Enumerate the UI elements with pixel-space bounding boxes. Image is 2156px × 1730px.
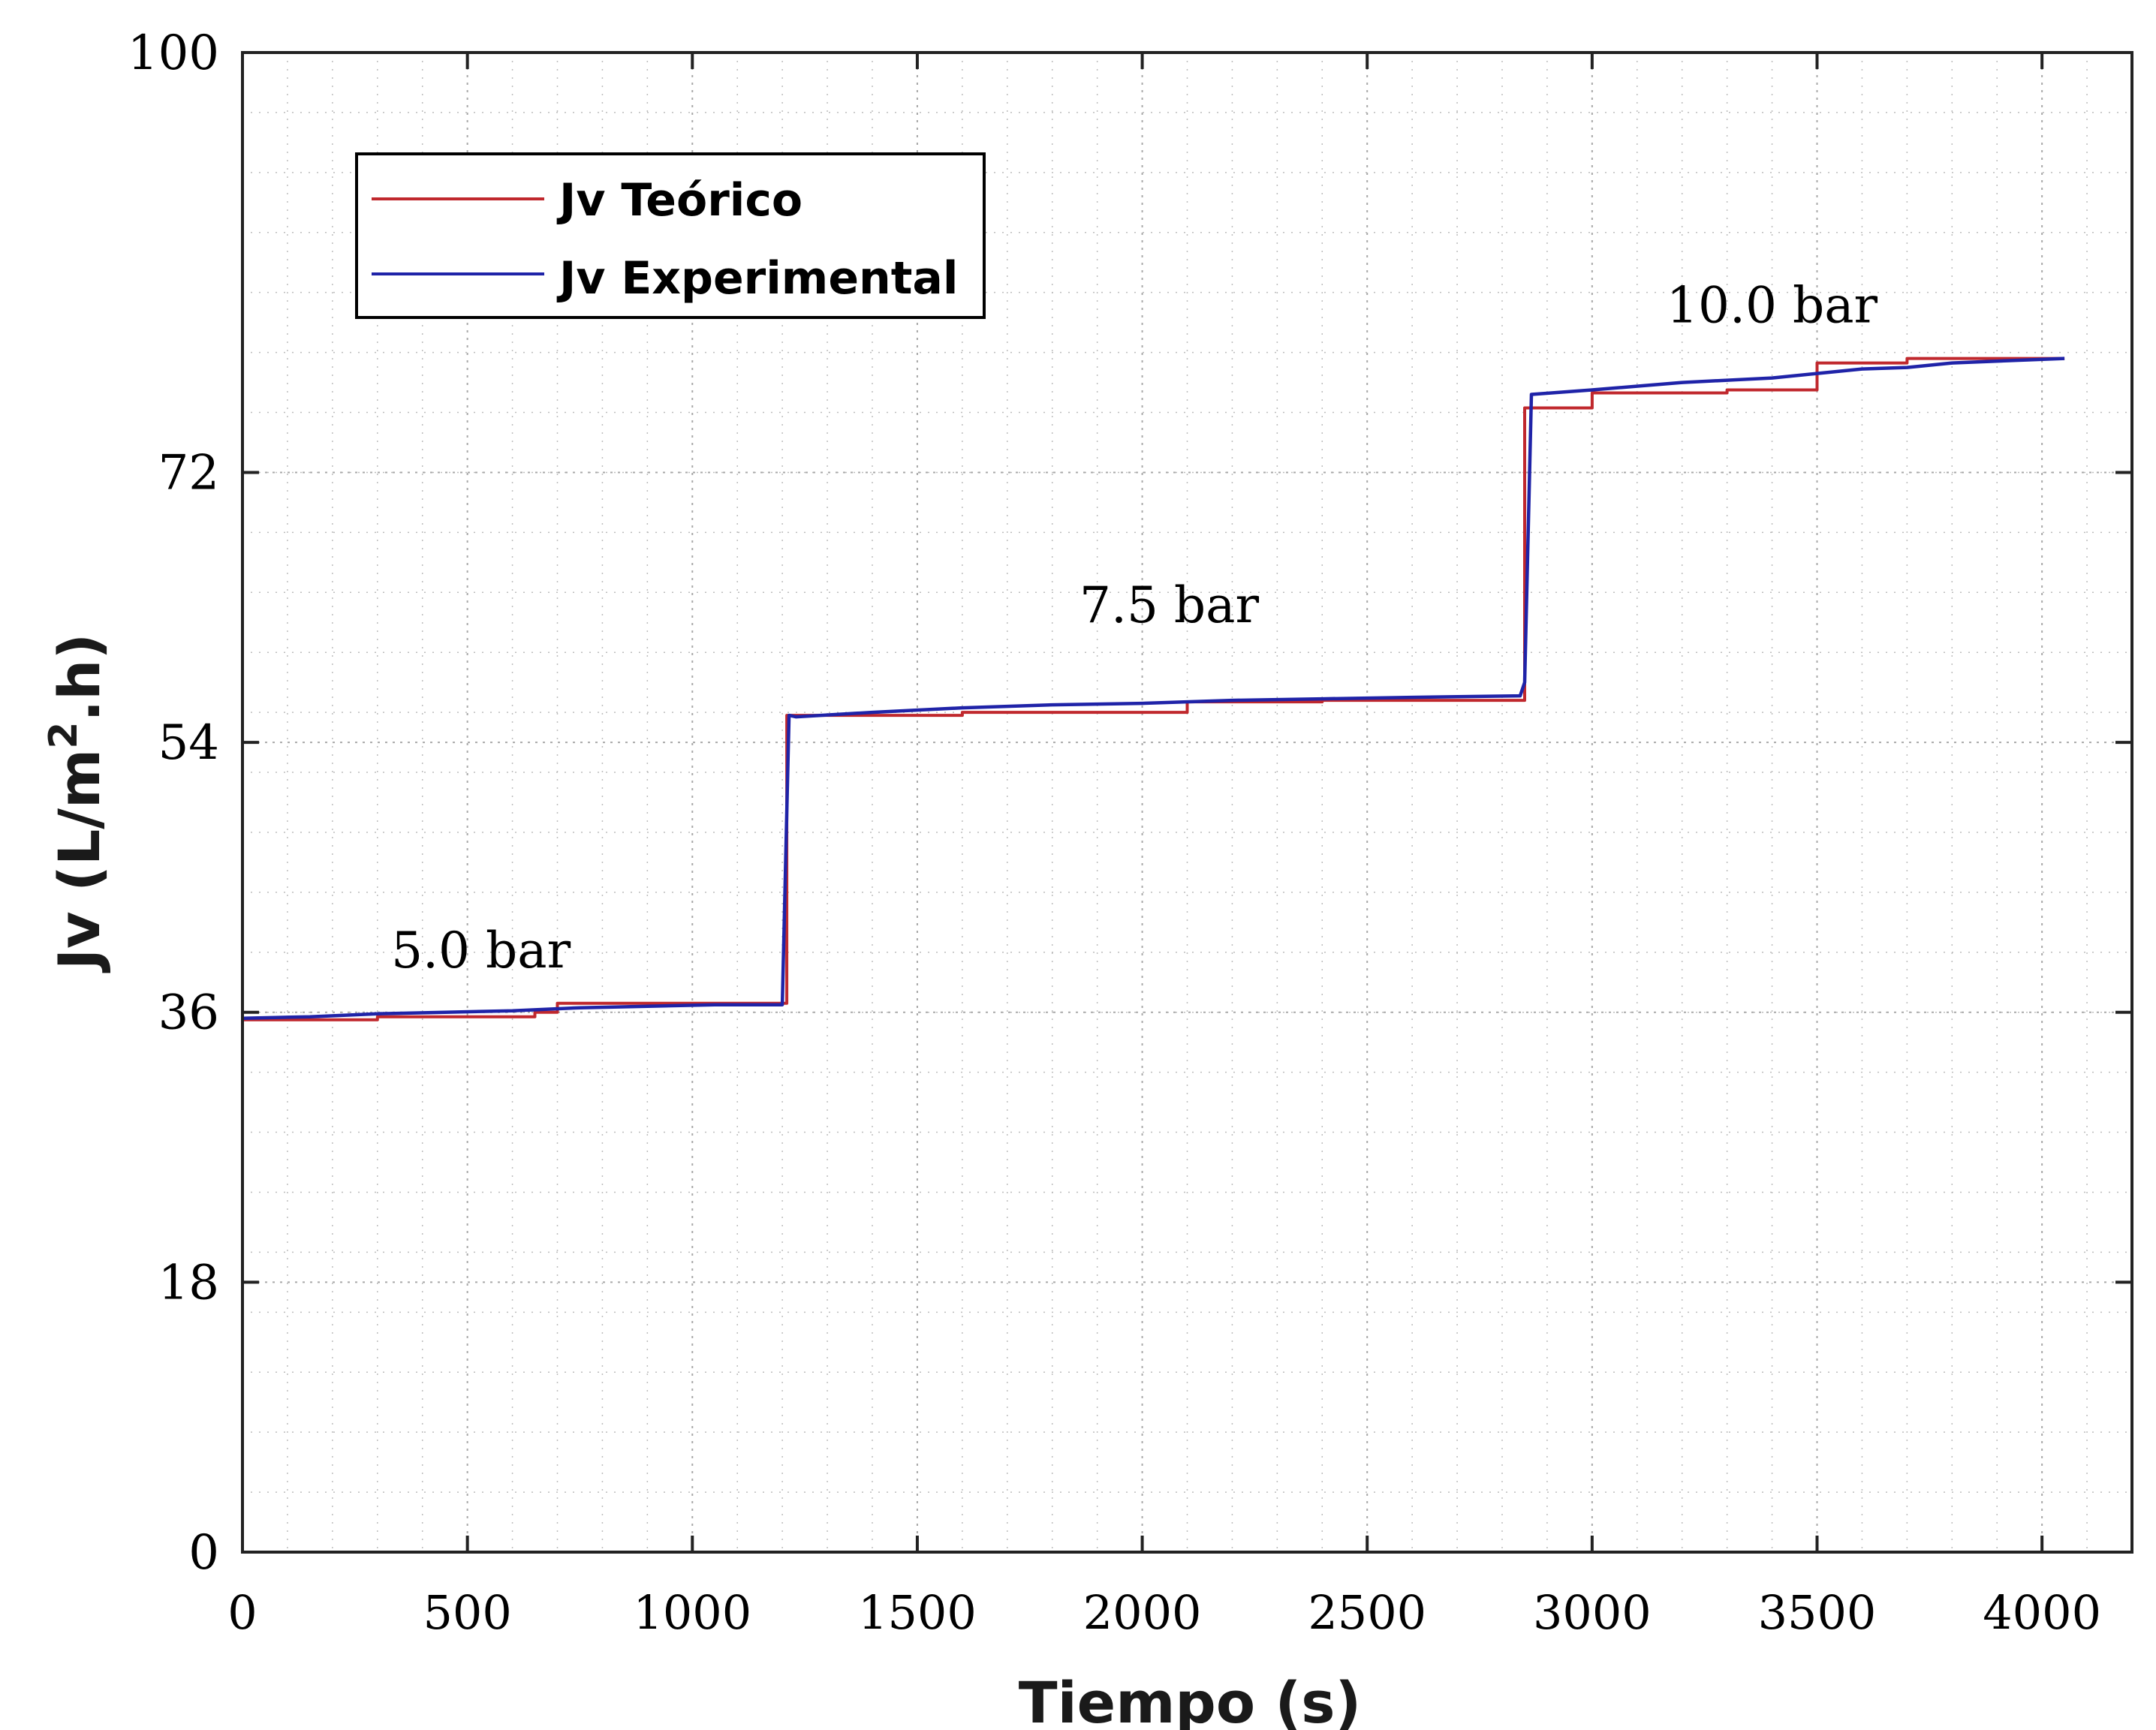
y-tick-label: 54 (158, 715, 219, 771)
y-axis-label-sup: 2 (41, 722, 86, 749)
x-tick-label: 0 (227, 1585, 257, 1640)
y-tick-label: 36 (158, 985, 219, 1041)
axis-ticks (241, 51, 2132, 1554)
legend-box (355, 152, 986, 319)
y-tick-label: 72 (158, 445, 219, 501)
y-axis-label: Jv (L/m2.h) (41, 633, 113, 973)
y-tick-label: 18 (158, 1255, 219, 1310)
plot-frame (241, 51, 2133, 1554)
x-tick-label: 3000 (1533, 1585, 1652, 1640)
x-tick-label: 2000 (1083, 1585, 1202, 1640)
pressure-annotation: 10.0 bar (1667, 277, 1878, 335)
x-tick-label: 1500 (858, 1585, 977, 1640)
y-tick-label: 100 (128, 26, 219, 81)
legend: Jv Teórico Jv Experimental (355, 152, 986, 319)
x-tick-label: 3500 (1758, 1585, 1877, 1640)
x-axis-label: Tiempo (s) (1019, 1669, 1361, 1730)
pressure-annotation: 5.0 bar (391, 922, 571, 979)
series-layer (242, 357, 2065, 1021)
series-line-experimental (242, 357, 2065, 1020)
x-tick-label: 2500 (1308, 1585, 1426, 1640)
y-tick-labels: 0 18 36 54 72 100 (128, 26, 219, 1581)
annotations: 5.0 bar 7.5 bar 10.0 bar (391, 277, 1877, 979)
x-tick-label: 1000 (633, 1585, 751, 1640)
y-axis-label-main: Jv (L/m (46, 749, 113, 973)
x-tick-label: 4000 (1983, 1585, 2101, 1640)
series-line-teorico (242, 357, 2065, 1021)
y-axis-label-end: .h) (46, 633, 113, 722)
pressure-annotation: 7.5 bar (1080, 576, 1260, 634)
y-tick-label: 0 (188, 1525, 219, 1581)
x-tick-label: 500 (423, 1585, 511, 1640)
x-tick-labels: 0 500 1000 1500 2000 2500 3000 3500 4000 (227, 1585, 2101, 1640)
legend-label-experimental: Jv Experimental (556, 252, 958, 305)
legend-label-teorico: Jv Teórico (556, 174, 802, 227)
